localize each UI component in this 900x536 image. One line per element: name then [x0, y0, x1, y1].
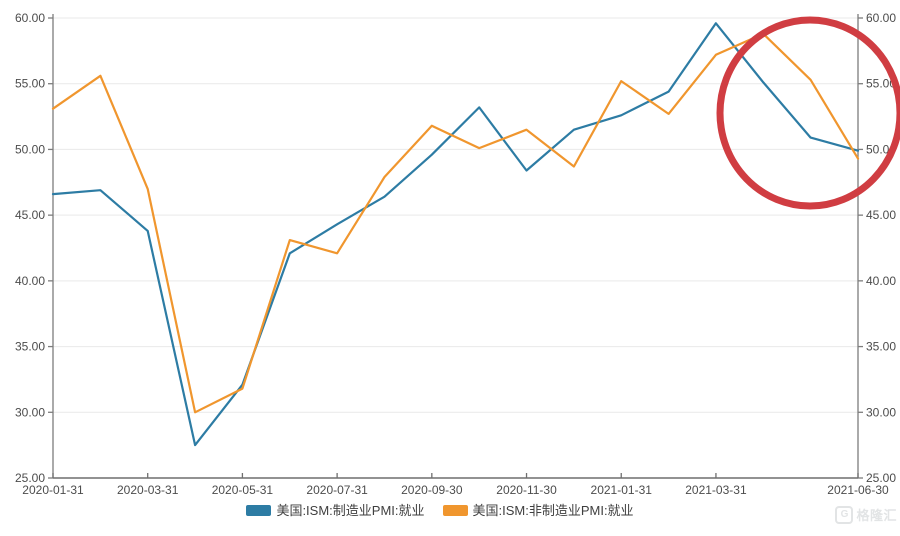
x-axis-label: 2020-07-31	[306, 483, 368, 497]
x-axis-label: 2021-03-31	[685, 483, 747, 497]
y-axis-left-label: 60.00	[15, 11, 45, 25]
y-axis-right-label: 55.00	[866, 77, 896, 91]
y-axis-left-label: 40.00	[15, 274, 45, 288]
x-axis-label: 2020-11-30	[496, 483, 557, 497]
y-axis-left-label: 30.00	[15, 405, 45, 419]
non-manufacturing-pmi-line	[51, 32, 860, 414]
y-axis-right-label: 35.00	[866, 340, 896, 354]
x-axis-label: 2020-09-30	[401, 483, 463, 497]
legend-swatch-manufacturing	[246, 505, 272, 516]
y-axis-left-label: 25.00	[15, 471, 45, 485]
y-axis-left-label: 45.00	[15, 208, 45, 222]
manufacturing-pmi-line	[51, 22, 860, 447]
legend-item-non-manufacturing: 美国:ISM:非制造业PMI:就业	[442, 503, 634, 518]
x-axis-label: 2021-06-30	[827, 483, 889, 497]
legend-item-manufacturing: 美国:ISM:制造业PMI:就业	[246, 503, 425, 518]
legend-label-manufacturing: 美国:ISM:制造业PMI:就业	[276, 503, 425, 518]
x-axis-label: 2021-01-31	[591, 483, 653, 497]
x-axis-label: 2020-05-31	[212, 483, 274, 497]
y-axis-right-label: 25.00	[866, 471, 896, 485]
y-axis-right-label: 60.00	[866, 11, 896, 25]
x-axis-label: 2020-01-31	[22, 483, 84, 497]
y-axis-right-label: 45.00	[866, 208, 896, 222]
chart-legend: 美国:ISM:制造业PMI:就业 美国:ISM:非制造业PMI:就业	[0, 504, 890, 517]
y-axis-right-label: 30.00	[866, 405, 896, 419]
gelonghui-watermark: G 格隆汇	[835, 505, 897, 524]
y-axis-left-label: 35.00	[15, 340, 45, 354]
gelonghui-logo-icon: G	[835, 505, 854, 524]
watermark-text: 格隆汇	[856, 508, 897, 523]
legend-swatch-non-manufacturing	[442, 505, 468, 516]
legend-label-non-manufacturing: 美国:ISM:非制造业PMI:就业	[472, 503, 634, 518]
y-axis-left-label: 50.00	[15, 142, 45, 156]
highlight-circle-annotation	[716, 16, 900, 210]
x-axis-label: 2020-03-31	[117, 483, 179, 497]
y-axis-left-label: 55.00	[15, 77, 45, 91]
y-axis-right-label: 40.00	[866, 274, 896, 288]
